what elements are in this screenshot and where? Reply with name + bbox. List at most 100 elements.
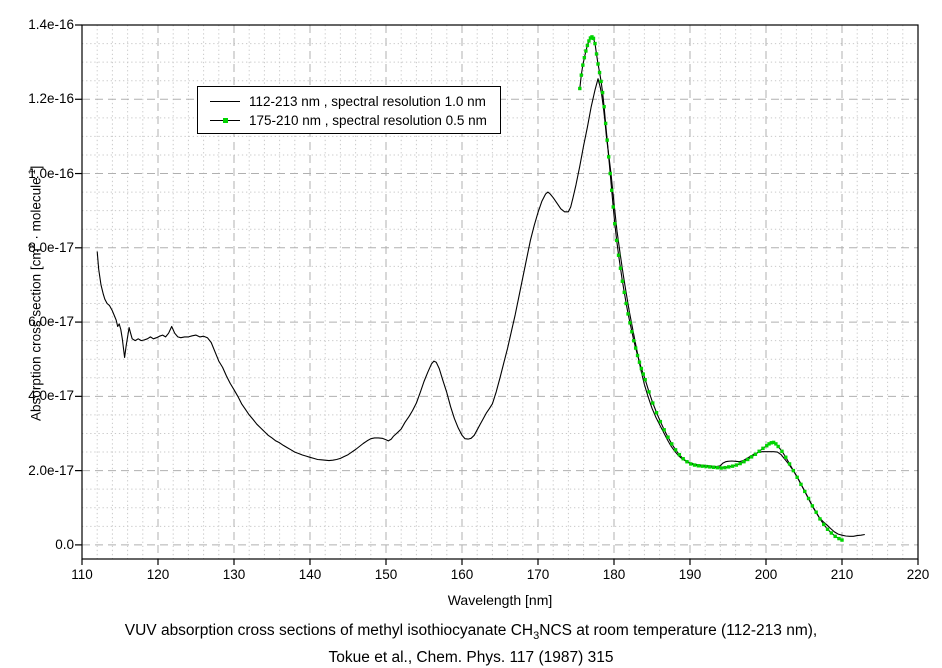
series-marker-1: [791, 468, 796, 473]
series-marker-1: [681, 457, 685, 461]
series-marker-1: [606, 155, 611, 159]
series-marker-1: [608, 171, 612, 176]
series-marker-1: [708, 465, 712, 469]
legend-entry-1nm: 112-213 nm , spectral resolution 1.0 nm: [198, 92, 500, 111]
series-marker-1: [662, 428, 666, 432]
series-marker-1: [628, 321, 632, 325]
series-marker-1: [651, 401, 655, 405]
series-marker-1: [727, 465, 731, 469]
series-marker-1: [611, 205, 615, 209]
series-marker-1: [658, 419, 663, 424]
series-marker-1: [742, 460, 746, 464]
caption-line1-pre: VUV absorption cross sections of methyl …: [124, 622, 534, 639]
series-marker-1: [806, 496, 811, 501]
x-tick-label: 200: [754, 567, 778, 582]
series-marker-1: [602, 104, 606, 109]
series-marker-1: [795, 475, 799, 480]
y-tick-label: 2.0e-17: [28, 462, 74, 478]
series-marker-1: [666, 435, 670, 439]
series-marker-1: [738, 461, 742, 466]
series-marker-1: [767, 442, 771, 446]
series-marker-1: [605, 138, 609, 142]
series-marker-1: [822, 522, 826, 527]
y-tick-label: 1.0e-16: [28, 165, 74, 181]
x-tick-label: 130: [222, 567, 246, 582]
series-marker-1: [584, 49, 588, 53]
series-marker-1: [730, 464, 735, 468]
series-marker-1: [749, 455, 754, 459]
series-marker-1: [597, 70, 602, 75]
legend-label-1nm: 112-213 nm , spectral resolution 1.0 nm: [249, 94, 486, 109]
series-marker-1: [578, 86, 582, 91]
x-tick-label: 150: [374, 567, 398, 582]
series-marker-1: [587, 39, 591, 43]
series-marker-1: [787, 462, 792, 466]
x-tick-label: 180: [602, 567, 626, 582]
legend-entry-05nm: 175-210 nm , spectral resolution 0.5 nm: [198, 111, 500, 130]
series-marker-1: [810, 504, 815, 508]
x-tick-label: 120: [146, 567, 170, 582]
series-marker-1: [614, 238, 619, 243]
series-marker-1: [624, 301, 628, 306]
series-marker-1: [711, 465, 716, 469]
series-marker-1: [814, 510, 818, 514]
series-marker-1: [654, 410, 659, 415]
series-marker-1: [774, 442, 778, 446]
series-marker-1: [677, 452, 682, 457]
caption-line1-subscript: 3: [533, 630, 540, 643]
series-marker-1: [757, 449, 761, 454]
series-marker-1: [603, 121, 608, 126]
series-marker-1: [723, 465, 727, 470]
series-marker-1: [746, 457, 750, 462]
x-tick-label: 220: [906, 567, 930, 582]
series-marker-1: [670, 442, 674, 446]
series-marker-1: [635, 353, 640, 358]
caption-line1-post: NCS at room temperature (112-213 nm),: [539, 622, 818, 639]
series-marker-1: [715, 465, 720, 470]
plot-border: [81, 24, 919, 560]
series-marker-1: [689, 462, 693, 466]
green-square-marker-icon: [223, 118, 228, 123]
x-tick-label: 210: [830, 567, 854, 582]
series-marker-1: [639, 366, 644, 371]
legend-box: 112-213 nm , spectral resolution 1.0 nm …: [197, 86, 501, 134]
x-tick-label: 160: [450, 567, 474, 582]
series-marker-1: [829, 531, 834, 535]
series-line-1: [579, 36, 843, 541]
series-marker-1: [632, 338, 636, 343]
series-marker-1: [771, 440, 776, 445]
series-marker-1: [600, 90, 605, 95]
series-marker-1: [622, 290, 626, 295]
y-axis-label-mid: · molecule: [28, 177, 44, 244]
series-marker-1: [643, 377, 647, 382]
series-marker-1: [776, 444, 780, 449]
series-marker-1: [641, 372, 645, 376]
x-axis-label: Wavelength [nm]: [447, 592, 553, 608]
series-marker-1: [599, 79, 603, 84]
series-marker-1: [803, 489, 807, 494]
figure-caption: VUV absorption cross sections of methyl …: [0, 620, 942, 668]
series-marker-1: [626, 312, 630, 316]
legend-line-sample-green-marker: [210, 114, 240, 127]
series-marker-1: [761, 446, 765, 451]
series-marker-1: [765, 444, 769, 448]
series-marker-1: [685, 460, 689, 464]
series-marker-1: [700, 464, 704, 468]
series-marker-1: [647, 390, 651, 394]
series-marker-1: [585, 43, 590, 48]
y-tick-label: 0.0: [55, 536, 74, 552]
series-marker-1: [610, 188, 614, 192]
series-marker-1: [799, 482, 803, 487]
x-tick-label: 140: [298, 567, 322, 582]
series-marker-1: [692, 463, 697, 467]
y-axis-label: Absorption cross section [cm2 · molecule…: [27, 83, 44, 503]
series-marker-1: [594, 52, 599, 56]
series-marker-1: [593, 41, 597, 46]
legend-line-sample-black: [210, 95, 240, 108]
series-marker-1: [620, 279, 625, 283]
x-tick-label: 110: [71, 567, 93, 582]
series-marker-1: [719, 466, 723, 470]
caption-line-1: VUV absorption cross sections of methyl …: [0, 620, 942, 647]
y-tick-label: 1.4e-16: [28, 17, 74, 32]
y-tick-label: 8.0e-17: [28, 239, 74, 255]
